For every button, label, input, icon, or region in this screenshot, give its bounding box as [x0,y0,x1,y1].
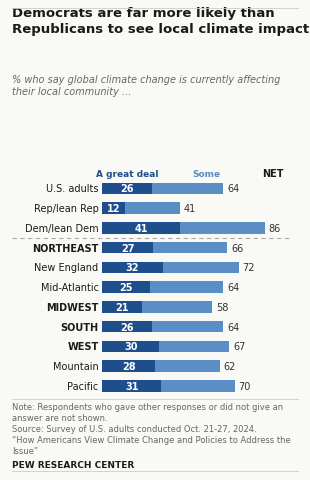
Text: Note: Respondents who gave other responses or did not give an
answer are not sho: Note: Respondents who gave other respons… [12,402,291,456]
Bar [155,360,220,372]
Bar [125,203,180,215]
Text: Mountain: Mountain [53,361,99,372]
Text: MIDWEST: MIDWEST [46,302,99,312]
Text: % who say global climate change is currently affecting
their local community ...: % who say global climate change is curre… [12,74,281,97]
Text: 64: 64 [227,184,239,194]
Text: 64: 64 [227,283,239,293]
Text: 86: 86 [269,223,281,233]
Text: 21: 21 [115,302,129,312]
Bar [102,301,142,313]
Text: 26: 26 [120,184,134,194]
Text: U.S. adults: U.S. adults [46,184,99,194]
Bar [102,360,155,372]
Text: Some: Some [192,169,220,178]
Bar [161,381,235,392]
Text: Dem/lean Dem: Dem/lean Dem [25,223,99,233]
Text: A great deal: A great deal [96,169,158,178]
Text: NET: NET [262,168,283,178]
Text: 12: 12 [107,204,120,214]
Bar [102,223,180,234]
Text: SOUTH: SOUTH [60,322,99,332]
Bar [102,262,163,274]
Text: 27: 27 [121,243,135,253]
Bar [152,321,224,333]
Text: New England: New England [34,263,99,273]
Text: 64: 64 [227,322,239,332]
Text: Pacific: Pacific [67,381,99,391]
Text: 31: 31 [125,381,138,391]
Text: Democrats are far more likely than
Republicans to see local climate impact: Democrats are far more likely than Repub… [12,7,309,36]
Bar [153,242,227,254]
Bar [102,203,125,215]
Bar [163,262,239,274]
Text: Rep/lean Rep: Rep/lean Rep [34,204,99,214]
Text: PEW RESEARCH CENTER: PEW RESEARCH CENTER [12,460,135,469]
Text: 41: 41 [184,204,196,214]
Bar [102,321,152,333]
Text: WEST: WEST [67,342,99,352]
Text: 70: 70 [239,381,251,391]
Text: 67: 67 [233,342,245,352]
Text: 72: 72 [242,263,255,273]
Text: 25: 25 [119,283,133,293]
Bar [142,301,212,313]
Text: 28: 28 [122,361,135,372]
Text: 58: 58 [216,302,228,312]
Bar [159,341,229,352]
Text: 26: 26 [120,322,134,332]
Bar [180,223,265,234]
Text: Mid-Atlantic: Mid-Atlantic [41,283,99,293]
Bar [102,381,161,392]
Bar [150,282,224,293]
Text: 32: 32 [126,263,139,273]
Bar [102,282,150,293]
Text: 66: 66 [231,243,243,253]
Text: 41: 41 [134,223,148,233]
Text: 62: 62 [224,361,236,372]
Bar [152,183,224,195]
Bar [102,242,153,254]
Bar [102,183,152,195]
Text: 30: 30 [124,342,137,352]
Bar [102,341,159,352]
Text: NORTHEAST: NORTHEAST [32,243,99,253]
